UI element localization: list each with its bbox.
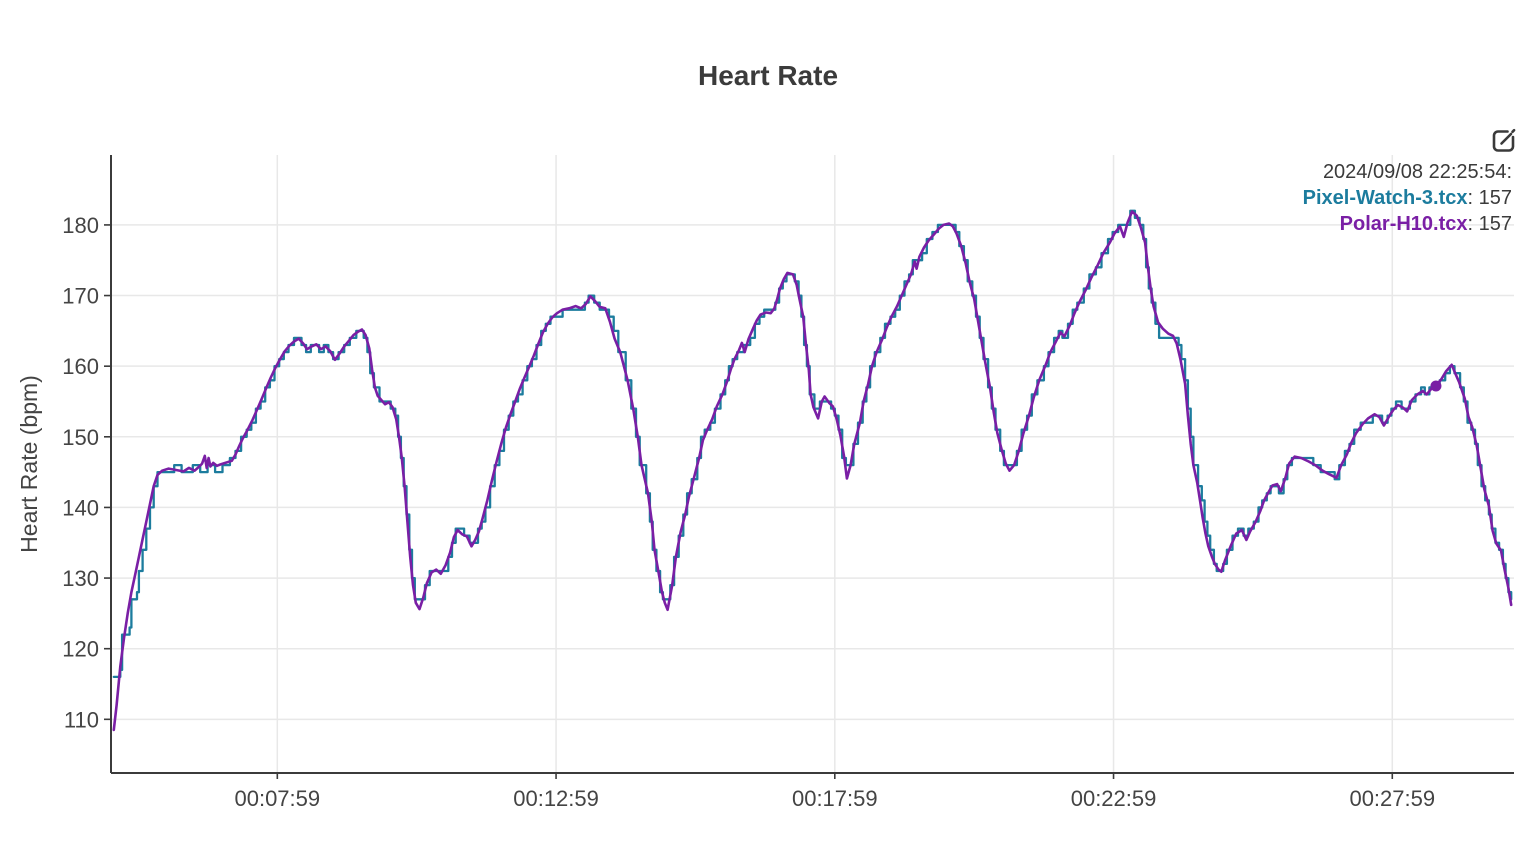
chart-title: Heart Rate bbox=[698, 60, 838, 91]
plot-area[interactable] bbox=[111, 155, 1514, 773]
y-tick-label: 170 bbox=[62, 284, 99, 309]
tooltip-timestamp: 2024/09/08 22:25:54: bbox=[1322, 161, 1512, 183]
x-tick-label: 00:17:59 bbox=[792, 786, 878, 811]
tooltip-entry-pixel-watch-3: Pixel-Watch-3.tcx: 157 bbox=[1303, 185, 1512, 211]
y-tick-label: 130 bbox=[62, 566, 99, 591]
tooltip-series-value-polar-h10: : 157 bbox=[1467, 213, 1512, 235]
edit-chart-icon[interactable] bbox=[1490, 127, 1518, 155]
y-tick-label: 140 bbox=[62, 495, 99, 520]
tooltip-series-value-pixel-watch-3: : 157 bbox=[1467, 187, 1512, 209]
modebar bbox=[1490, 127, 1518, 155]
hover-tooltip: 2024/09/08 22:25:54: Pixel-Watch-3.tcx: … bbox=[1303, 159, 1512, 237]
tooltip-series-name-polar-h10: Polar-H10.tcx bbox=[1339, 213, 1468, 235]
y-tick-label: 150 bbox=[62, 425, 99, 450]
y-tick-label: 120 bbox=[62, 637, 99, 662]
series-line-polar-h10-tcx[interactable] bbox=[112, 210, 1513, 732]
axis-layer: 110 120 130 140 150 160 170 180 00:07:59 00:12:59… bbox=[62, 155, 1514, 811]
x-tick-label: 00:12:59 bbox=[513, 786, 599, 811]
tooltip-entry-polar-h10: Polar-H10.tcx: 157 bbox=[1303, 211, 1512, 237]
y-axis-title: Heart Rate (bpm) bbox=[16, 375, 42, 553]
tooltip-series-name-pixel-watch-3: Pixel-Watch-3.tcx bbox=[1302, 187, 1468, 209]
x-tick-label: 00:27:59 bbox=[1349, 786, 1435, 811]
y-tick-label: 110 bbox=[64, 707, 99, 732]
x-tick-label: 00:07:59 bbox=[234, 786, 320, 811]
series-layer bbox=[112, 209, 1513, 732]
x-tick-label: 00:22:59 bbox=[1071, 786, 1157, 811]
y-tick-label: 180 bbox=[62, 213, 99, 238]
hover-marker-dot bbox=[1430, 380, 1442, 392]
y-tick-label: 160 bbox=[62, 354, 99, 379]
grid-layer bbox=[111, 155, 1514, 773]
